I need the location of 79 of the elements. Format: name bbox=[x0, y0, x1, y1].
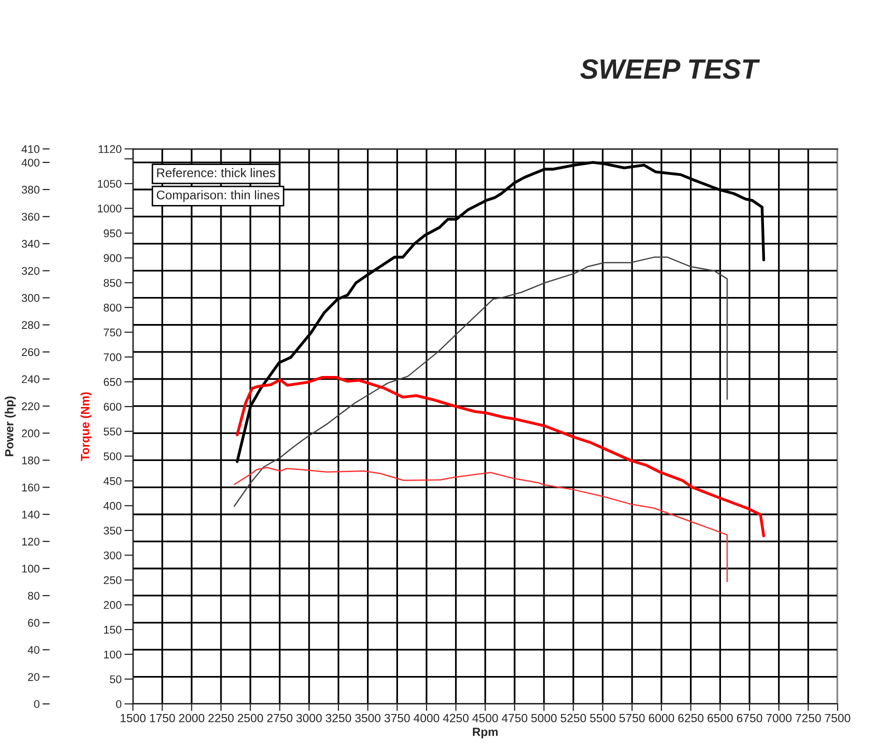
y2-tick-label: 250 bbox=[104, 576, 122, 584]
y2-tick-label: 750 bbox=[104, 328, 122, 336]
x-tick-label: 5250 bbox=[560, 714, 586, 722]
x-tick-label: 7250 bbox=[796, 714, 821, 722]
x-tick-label: 7000 bbox=[766, 714, 792, 722]
y2-tick-label: 450 bbox=[104, 477, 122, 486]
y2-tick-label: 400 bbox=[104, 502, 122, 510]
y2-axis-title: Torque (Nm) bbox=[80, 392, 92, 461]
y2-tick-label: 0 bbox=[116, 700, 122, 708]
x-axis-title: Rpm bbox=[472, 728, 498, 738]
y-tick-label: 320 bbox=[22, 266, 40, 275]
x-tick-label: 3750 bbox=[384, 714, 410, 722]
annotation: Reference: thick lines bbox=[157, 168, 276, 178]
y-tick-label: 380 bbox=[22, 186, 40, 194]
x-tick-label: 4250 bbox=[443, 714, 469, 722]
y-axis-title: Power (hp) bbox=[4, 396, 16, 456]
y-tick-label: 40 bbox=[28, 646, 40, 654]
y-tick-label: 100 bbox=[22, 564, 40, 573]
x-tick-label: 3000 bbox=[296, 714, 322, 722]
x-tick-label: 4000 bbox=[414, 714, 440, 722]
x-tick-label: 2000 bbox=[179, 714, 204, 722]
x-tick-label: 6500 bbox=[708, 714, 733, 722]
chart-title: SWEEP TEST bbox=[580, 59, 760, 79]
y2-tick-label: 500 bbox=[104, 452, 122, 460]
y2-tick-label: 700 bbox=[104, 353, 122, 362]
y-tick-label: 360 bbox=[22, 212, 40, 221]
y2-tick-label: 150 bbox=[104, 626, 122, 634]
y2-tick-label: 850 bbox=[104, 278, 122, 287]
y-tick-label: 220 bbox=[22, 402, 40, 410]
x-tick-label: 5500 bbox=[590, 714, 616, 722]
y-tick-label: 140 bbox=[22, 510, 40, 519]
x-tick-label: 3500 bbox=[355, 714, 380, 722]
y-tick-label: 340 bbox=[22, 240, 40, 248]
line-series bbox=[234, 256, 728, 507]
y2-tick-label: 650 bbox=[104, 378, 122, 386]
y2-tick-label: 200 bbox=[104, 601, 122, 609]
x-tick-label: 6000 bbox=[648, 714, 674, 722]
y-tick-label: 260 bbox=[22, 348, 40, 356]
line-series bbox=[236, 376, 766, 538]
annotation: Comparison: thin lines bbox=[156, 190, 280, 202]
y-tick-label: 0 bbox=[34, 700, 40, 708]
y-tick-label: 80 bbox=[28, 592, 40, 600]
y2-tick-label: 1000 bbox=[98, 204, 122, 212]
x-tick-label: 6750 bbox=[736, 714, 762, 722]
x-tick-label: 1500 bbox=[120, 714, 146, 722]
x-tick-label: 6250 bbox=[678, 714, 704, 722]
y2-tick-label: 950 bbox=[104, 229, 122, 238]
y-tick-label: 300 bbox=[22, 294, 40, 302]
y2-tick-label: 50 bbox=[110, 675, 122, 684]
x-tick-label: 2250 bbox=[208, 714, 234, 722]
x-tick-label: 3250 bbox=[326, 714, 352, 722]
y2-tick-label: 1120 bbox=[98, 145, 122, 154]
y-tick-label: 120 bbox=[22, 538, 40, 546]
x-tick-label: 2750 bbox=[267, 714, 292, 722]
y-tick-label: 410 bbox=[22, 145, 40, 154]
y-tick-label: 180 bbox=[22, 456, 40, 464]
y-tick-label: 240 bbox=[22, 375, 40, 384]
x-tick-label: 4750 bbox=[502, 714, 528, 722]
y-tick-label: 200 bbox=[22, 429, 40, 438]
x-tick-label: 1750 bbox=[150, 714, 175, 722]
y-tick-label: 60 bbox=[28, 618, 40, 627]
y2-tick-label: 600 bbox=[104, 402, 122, 411]
line-series bbox=[234, 466, 728, 582]
y-tick-label: 280 bbox=[22, 321, 40, 329]
y2-tick-label: 550 bbox=[104, 428, 122, 436]
y2-tick-label: 1050 bbox=[98, 180, 122, 188]
x-tick-label: 7500 bbox=[825, 714, 850, 722]
x-tick-label: 2500 bbox=[238, 714, 264, 722]
y2-tick-label: 900 bbox=[104, 254, 122, 262]
x-tick-label: 5000 bbox=[531, 714, 557, 722]
y-tick-label: 400 bbox=[22, 158, 40, 167]
y-tick-label: 160 bbox=[22, 484, 40, 492]
x-tick-label: 5750 bbox=[619, 714, 645, 722]
y2-tick-label: 800 bbox=[104, 304, 122, 312]
y2-tick-label: 100 bbox=[104, 650, 122, 658]
y2-tick-label: 300 bbox=[104, 551, 122, 560]
y2-tick-label: 350 bbox=[104, 526, 122, 535]
y-tick-label: 20 bbox=[28, 673, 40, 681]
x-tick-label: 4500 bbox=[472, 714, 498, 722]
